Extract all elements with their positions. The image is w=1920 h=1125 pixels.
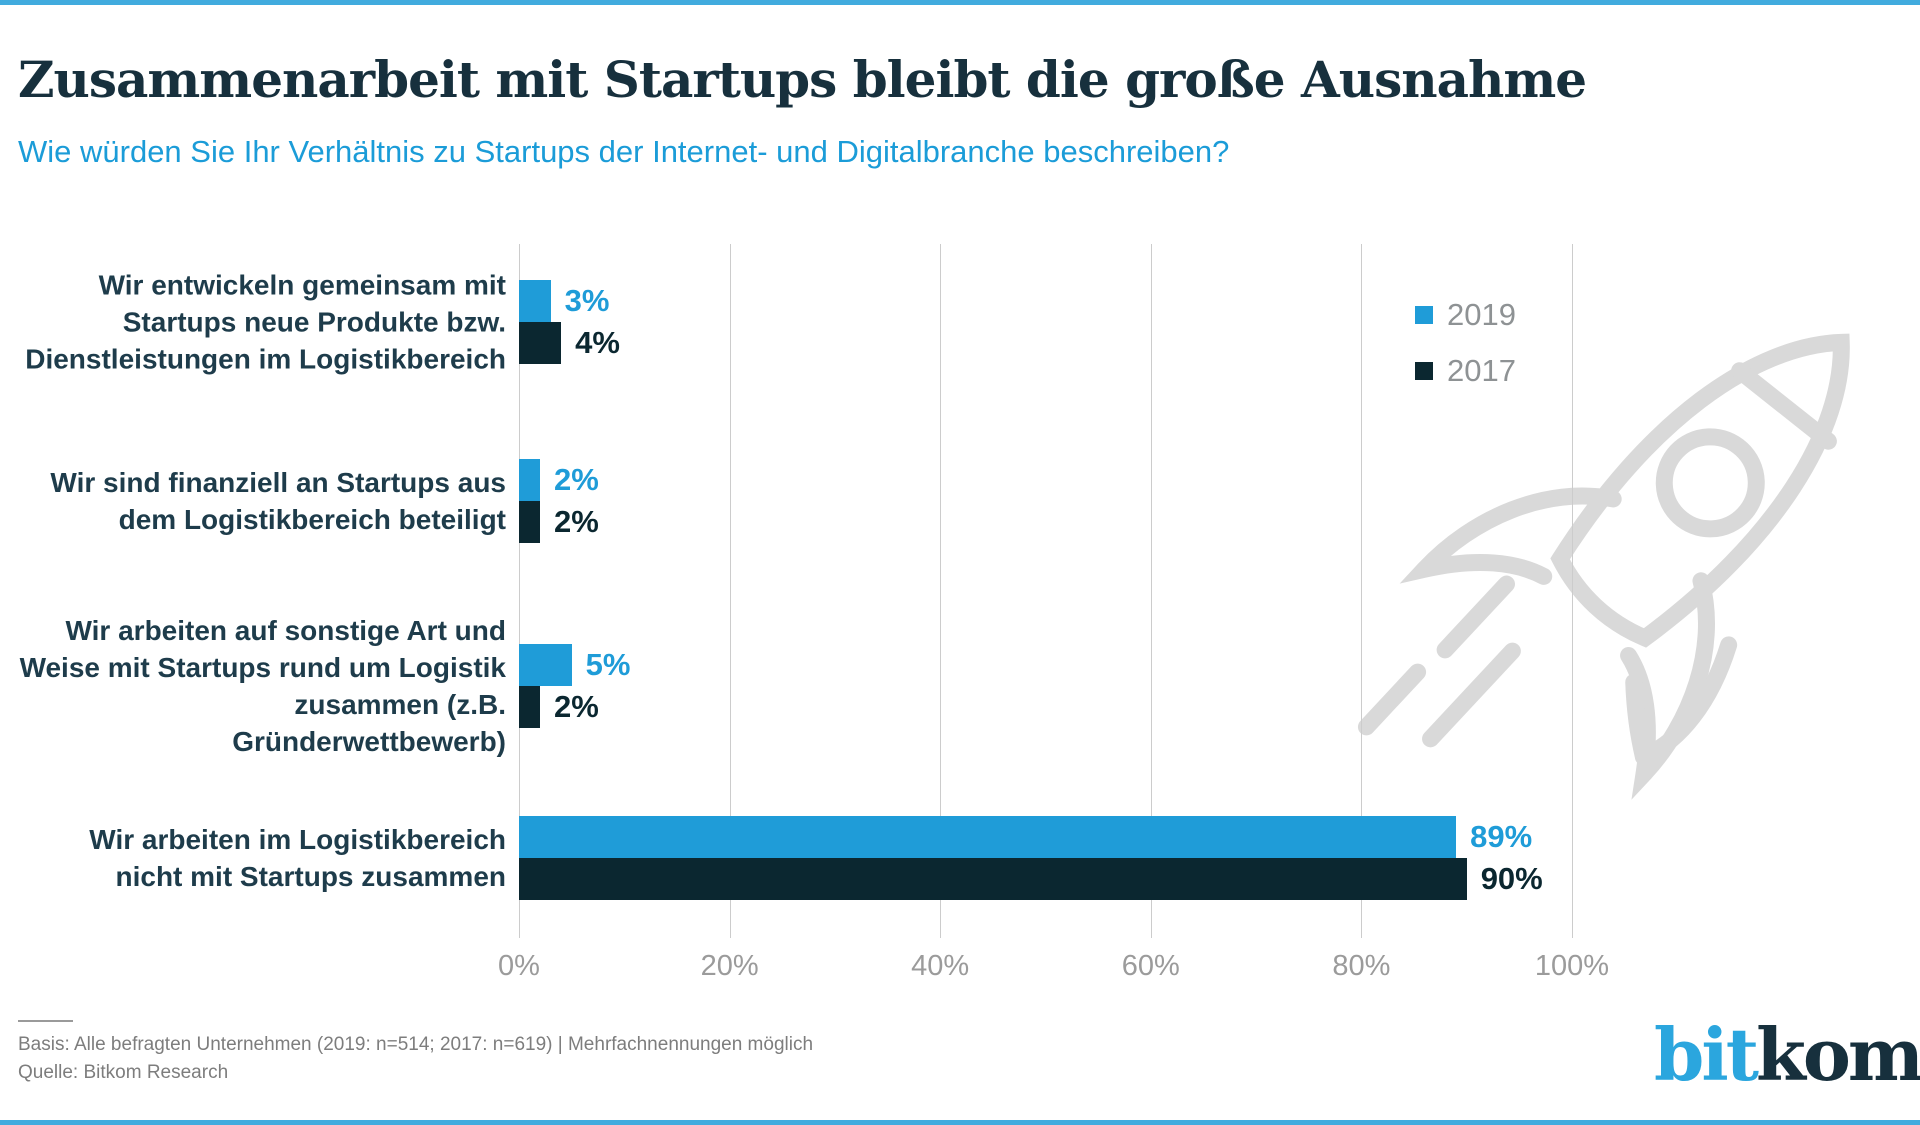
gridline-80%: [1361, 244, 1363, 938]
x-tick-label-100%: 100%: [1534, 950, 1610, 982]
bar-2019: [519, 280, 551, 322]
value-label-2019: 2%: [554, 462, 599, 497]
x-tick-label-20%: 20%: [700, 950, 759, 982]
footer-source-text: Quelle: Bitkom Research: [18, 1062, 229, 1083]
bar-2019: [519, 644, 572, 686]
x-tick-label-0%: 0%: [498, 950, 540, 982]
top-accent-bar: [0, 0, 1920, 5]
rocket-icon: [1357, 333, 1850, 800]
logo-part-bit: bit: [1654, 1012, 1759, 1097]
bottom-accent-bar: [0, 1120, 1920, 1125]
legend-label-2019: 2019: [1447, 297, 1516, 332]
gridline-100%: [1572, 244, 1573, 938]
bar-2017: [519, 501, 541, 543]
category-label: Wir entwickeln gemeinsam mit Startups ne…: [25, 269, 506, 375]
legend-item-2017: 2017: [1415, 353, 1516, 388]
category-label: Wir arbeiten im Logistikbereich nicht mi…: [89, 824, 506, 892]
category-label: Wir arbeiten auf sonstige Art und Weise …: [19, 615, 506, 757]
legend-label-2017: 2017: [1447, 353, 1516, 388]
value-label-2019: 5%: [585, 647, 631, 682]
footer-divider: [18, 1020, 73, 1022]
logo-part-kom: kom: [1755, 1012, 1920, 1097]
x-tick-label-60%: 60%: [1121, 950, 1180, 982]
page-title: Zusammenarbeit mit Startups bleibt die g…: [18, 50, 1587, 109]
category-label: Wir sind finanziell an Startups aus dem …: [50, 467, 506, 535]
value-label-2017: 90%: [1480, 861, 1543, 896]
gridline-20%: [729, 244, 731, 938]
bitkom-logo: bitkom: [1654, 1012, 1920, 1097]
footer-basis-text: Basis: Alle befragten Unternehmen (2019:…: [18, 1034, 814, 1055]
bar-2017: [519, 322, 562, 364]
value-label-2017: 2%: [554, 689, 599, 724]
bar-2017: [519, 858, 1467, 900]
bar-2019: [519, 816, 1457, 858]
legend-item-2019: 2019: [1415, 297, 1516, 332]
value-label-2019: 89%: [1470, 819, 1533, 854]
gridline-60%: [1150, 244, 1152, 938]
value-label-2017: 2%: [554, 504, 599, 539]
gridline-40%: [940, 244, 942, 938]
x-tick-label-40%: 40%: [911, 950, 970, 982]
legend-swatch-2019: [1415, 306, 1433, 324]
bar-2017: [519, 686, 541, 728]
x-tick-label-80%: 80%: [1332, 950, 1391, 982]
gridline-0%: [519, 244, 520, 938]
value-label-2017: 4%: [575, 325, 620, 360]
bar-2019: [519, 459, 541, 501]
value-label-2019: 3%: [564, 283, 610, 318]
page-subtitle: Wie würden Sie Ihr Verhältnis zu Startup…: [18, 134, 1230, 169]
legend-swatch-2017: [1415, 362, 1433, 380]
